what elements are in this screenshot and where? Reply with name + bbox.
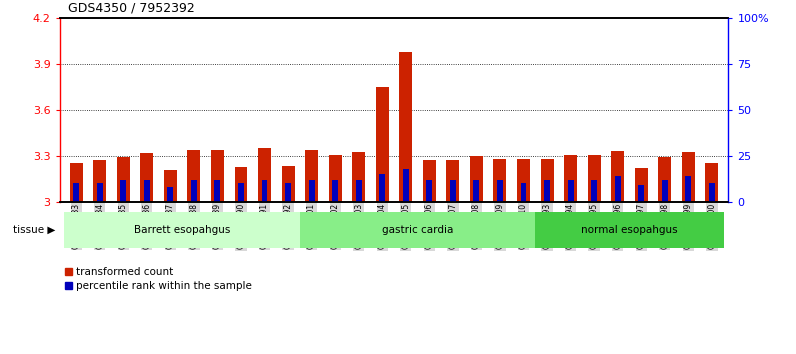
Bar (214, 180, 220, 202)
Bar (497, 180, 503, 202)
Bar (540, 159, 553, 202)
Bar (705, 162, 718, 202)
Bar (709, 183, 715, 202)
Bar (685, 176, 691, 202)
Bar (117, 156, 130, 202)
Bar (544, 180, 550, 202)
Bar (309, 180, 314, 202)
Bar (615, 176, 621, 202)
Bar (380, 174, 385, 202)
Bar (494, 159, 506, 202)
Bar (140, 153, 154, 202)
Text: tissue ▶: tissue ▶ (14, 225, 56, 235)
Bar (352, 152, 365, 202)
Bar (73, 183, 79, 202)
Bar (97, 183, 103, 202)
Bar (517, 159, 530, 202)
Bar (144, 180, 150, 202)
Bar (164, 170, 177, 202)
Bar (568, 180, 574, 202)
Bar (447, 160, 459, 202)
Bar (262, 180, 267, 202)
Legend: transformed count, percentile rank within the sample: transformed count, percentile rank withi… (65, 267, 252, 291)
Bar (305, 150, 318, 202)
Bar (450, 180, 456, 202)
Bar (658, 156, 671, 202)
Bar (376, 87, 388, 202)
Bar (638, 185, 644, 202)
Bar (356, 180, 361, 202)
Bar (329, 155, 341, 202)
Text: GDS4350 / 7952392: GDS4350 / 7952392 (68, 1, 194, 14)
Text: Barrett esopahgus: Barrett esopahgus (134, 225, 230, 235)
Bar (591, 180, 597, 202)
Bar (120, 180, 127, 202)
FancyBboxPatch shape (535, 212, 724, 248)
FancyBboxPatch shape (300, 212, 535, 248)
Bar (93, 160, 106, 202)
Bar (470, 156, 483, 202)
Bar (400, 52, 412, 202)
Text: normal esopahgus: normal esopahgus (581, 225, 677, 235)
Bar (191, 180, 197, 202)
Bar (403, 169, 408, 202)
Bar (332, 180, 338, 202)
Bar (187, 150, 201, 202)
FancyBboxPatch shape (64, 212, 300, 248)
Bar (587, 155, 601, 202)
Bar (258, 148, 271, 202)
Bar (282, 166, 295, 202)
Bar (474, 180, 479, 202)
Bar (285, 183, 291, 202)
Bar (634, 168, 648, 202)
Bar (682, 152, 695, 202)
Bar (661, 180, 668, 202)
Bar (167, 187, 174, 202)
Text: gastric cardia: gastric cardia (382, 225, 453, 235)
Bar (238, 183, 244, 202)
Bar (235, 167, 248, 202)
Bar (611, 151, 624, 202)
Bar (423, 160, 436, 202)
Bar (427, 180, 432, 202)
Bar (521, 183, 526, 202)
Bar (564, 155, 577, 202)
Bar (211, 150, 224, 202)
Bar (70, 162, 83, 202)
